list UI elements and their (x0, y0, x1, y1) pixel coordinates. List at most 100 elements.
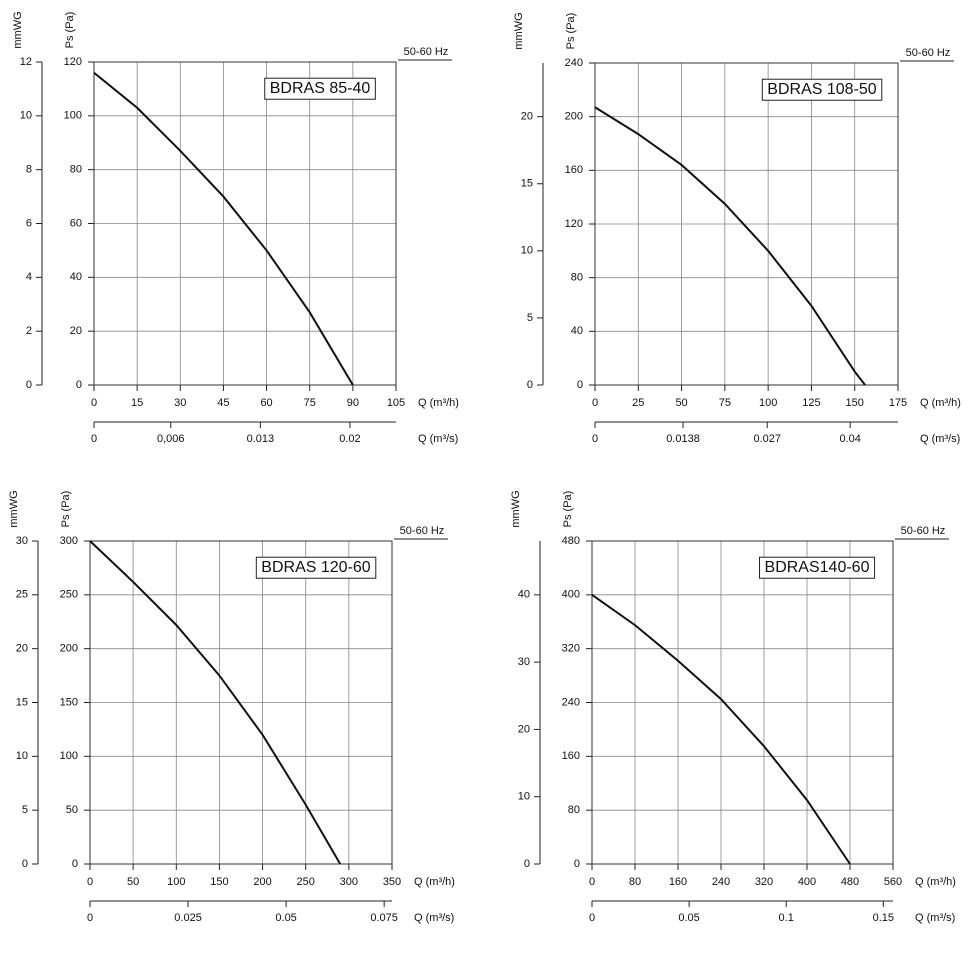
y-tick-label: 50 (66, 804, 78, 816)
x2-tick-label: 0.025 (174, 912, 202, 924)
x-tick-label: 240 (712, 876, 730, 888)
x-tick-label: 75 (719, 397, 731, 409)
y2-tick-label: 0 (22, 858, 28, 870)
y2-tick-label: 25 (16, 589, 28, 601)
plot-frame (93, 61, 397, 386)
x-tick-label: 400 (798, 876, 816, 888)
y2-tick-label: 2 (26, 325, 32, 337)
y2-tick-label: 10 (16, 750, 28, 762)
x2-tick-label: 0.013 (247, 433, 275, 445)
y-tick-label: 100 (60, 750, 78, 762)
y-tick-label: 20 (70, 325, 82, 337)
x2-axis-label: Q (m³/s) (414, 912, 454, 924)
title-box (255, 556, 377, 579)
y-tick-label: 40 (70, 271, 82, 283)
y2-axis-label: mmWG (513, 12, 525, 49)
x-tick-label: 75 (304, 397, 316, 409)
chart-title: BDRAS 108-50 (767, 81, 876, 98)
title-box (264, 77, 376, 100)
x2-tick-label: 0.05 (678, 912, 699, 924)
x-tick-label: 560 (884, 876, 902, 888)
curve (591, 594, 851, 865)
x2-axis-label: Q (m³/s) (920, 433, 960, 445)
y2-tick-label: 8 (26, 164, 32, 176)
plot-frame (594, 62, 899, 386)
y-tick-label: 40 (571, 325, 583, 337)
y2-axis-label: mmWG (8, 490, 20, 527)
x-tick-label: 25 (632, 397, 644, 409)
y-tick-label: 160 (565, 164, 583, 176)
x-tick-label: 480 (841, 876, 859, 888)
y-tick-label: 120 (64, 56, 82, 68)
x-tick-label: 50 (675, 397, 687, 409)
x-tick-label: 90 (347, 397, 359, 409)
x-tick-label: 160 (669, 876, 687, 888)
y-tick-label: 100 (64, 110, 82, 122)
y2-tick-label: 30 (518, 656, 530, 668)
x-axis-label: Q (m³/h) (920, 397, 961, 409)
y-tick-label: 80 (568, 804, 580, 816)
x-tick-label: 0 (592, 397, 598, 409)
y2-tick-label: 20 (521, 111, 533, 123)
plot-frame (591, 540, 894, 865)
y2-tick-label: 10 (521, 245, 533, 257)
y2-tick-label: 5 (527, 312, 533, 324)
y2-tick-label: 40 (518, 589, 530, 601)
y2-tick-label: 0 (524, 858, 530, 870)
y2-tick-label: 10 (518, 791, 530, 803)
x-tick-label: 350 (383, 876, 401, 888)
x-tick-label: 0 (91, 397, 97, 409)
y-tick-label: 480 (562, 535, 580, 547)
y-tick-label: 200 (565, 111, 583, 123)
title-box (759, 556, 876, 579)
y-tick-label: 320 (562, 643, 580, 655)
x-tick-label: 30 (174, 397, 186, 409)
y2-tick-label: 0 (527, 379, 533, 391)
y2-tick-label: 0 (26, 379, 32, 391)
x-tick-label: 175 (889, 397, 907, 409)
y-tick-label: 0 (72, 858, 78, 870)
y2-tick-label: 30 (16, 535, 28, 547)
y-tick-label: 250 (60, 589, 78, 601)
subtitle: 50-60 Hz (901, 525, 946, 537)
y2-axis-label: mmWG (510, 490, 522, 527)
x-tick-label: 200 (253, 876, 271, 888)
x-axis-label: Q (m³/h) (418, 397, 459, 409)
y-tick-label: 150 (60, 696, 78, 708)
chart-title: BDRAS 85-40 (270, 80, 371, 97)
subtitle: 50-60 Hz (404, 46, 449, 58)
y-tick-label: 240 (565, 57, 583, 69)
x-axis-label: Q (m³/h) (915, 876, 956, 888)
y-tick-label: 240 (562, 696, 580, 708)
y-axis-label: Ps (Pa) (565, 13, 577, 50)
y2-tick-label: 5 (22, 804, 28, 816)
x-tick-label: 150 (210, 876, 228, 888)
x2-tick-label: 0.02 (339, 433, 360, 445)
x-tick-label: 125 (802, 397, 820, 409)
x-tick-label: 50 (127, 876, 139, 888)
chart-title: BDRAS 120-60 (261, 559, 370, 576)
x2-tick-label: 0.05 (275, 912, 296, 924)
title-box (761, 78, 883, 101)
x2-tick-label: 0 (91, 433, 97, 445)
x-tick-label: 300 (340, 876, 358, 888)
y-tick-label: 0 (577, 379, 583, 391)
y-tick-label: 160 (562, 750, 580, 762)
y-tick-label: 0 (574, 858, 580, 870)
x2-tick-label: 0.0138 (666, 433, 700, 445)
x-axis-label: Q (m³/h) (414, 876, 455, 888)
x-tick-label: 100 (167, 876, 185, 888)
y-tick-label: 80 (571, 272, 583, 284)
x-tick-label: 45 (217, 397, 229, 409)
x2-tick-label: 0.075 (370, 912, 398, 924)
x-tick-label: 0 (87, 876, 93, 888)
curve (93, 71, 354, 386)
x2-tick-label: 0 (592, 433, 598, 445)
y-axis-label: Ps (Pa) (64, 12, 76, 49)
x-tick-label: 0 (589, 876, 595, 888)
subtitle: 50-60 Hz (400, 525, 445, 537)
y2-tick-label: 4 (26, 271, 32, 283)
x-tick-label: 100 (759, 397, 777, 409)
subtitle: 50-60 Hz (906, 47, 951, 59)
